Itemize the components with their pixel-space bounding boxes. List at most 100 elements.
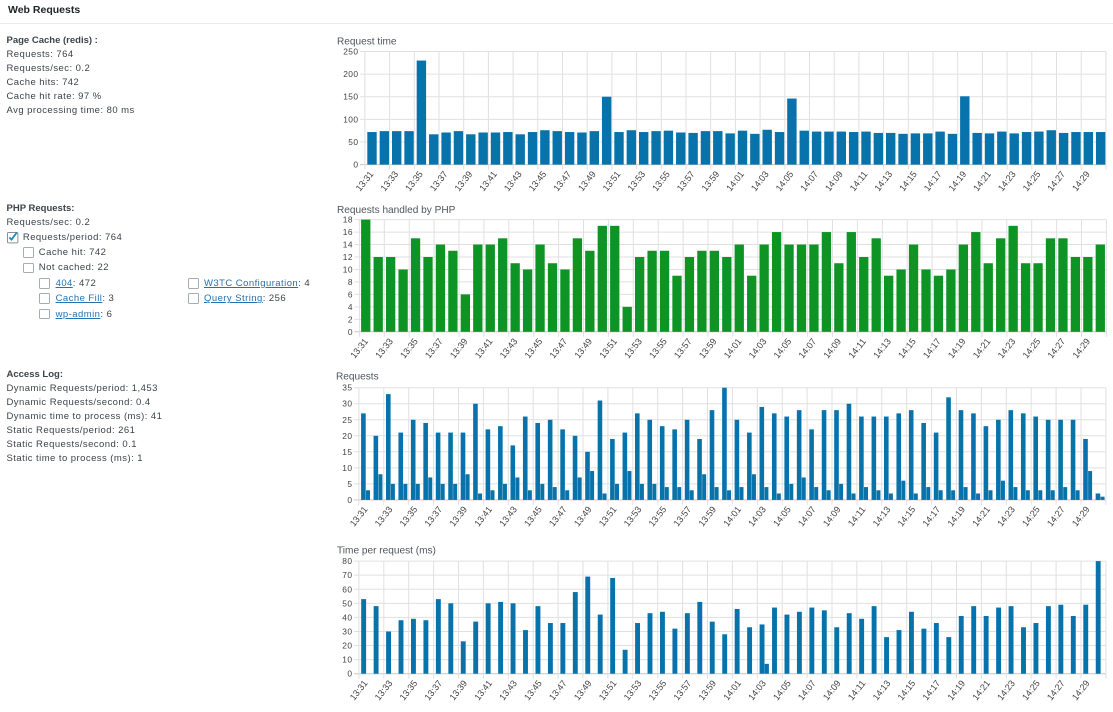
svg-text:13:57: 13:57 (672, 336, 694, 360)
svg-text:14:27: 14:27 (1046, 336, 1068, 360)
svg-text:0: 0 (348, 327, 353, 337)
svg-text:40: 40 (342, 612, 352, 622)
svg-text:13:33: 13:33 (373, 678, 395, 702)
svg-text:14:05: 14:05 (771, 505, 793, 529)
svg-text:4: 4 (348, 302, 353, 312)
svg-text:13:35: 13:35 (403, 169, 425, 193)
svg-text:13:45: 13:45 (522, 505, 544, 529)
svg-text:14:29: 14:29 (1070, 505, 1092, 529)
svg-text:13:57: 13:57 (675, 169, 697, 193)
svg-text:6: 6 (348, 289, 353, 299)
svg-text:13:33: 13:33 (373, 505, 395, 529)
svg-text:14:13: 14:13 (871, 678, 893, 702)
svg-text:20: 20 (342, 641, 352, 651)
svg-text:13:57: 13:57 (672, 678, 694, 702)
svg-text:13:43: 13:43 (497, 678, 519, 702)
svg-text:10: 10 (343, 264, 353, 274)
svg-text:13:57: 13:57 (672, 505, 694, 529)
svg-text:14:15: 14:15 (896, 505, 918, 529)
svg-text:13:41: 13:41 (473, 336, 495, 360)
svg-text:18: 18 (343, 215, 353, 225)
svg-text:13:37: 13:37 (423, 678, 445, 702)
svg-text:14:23: 14:23 (995, 678, 1017, 702)
svg-text:14:05: 14:05 (772, 336, 794, 360)
svg-text:5: 5 (347, 479, 352, 489)
svg-text:13:53: 13:53 (626, 169, 648, 193)
svg-text:14:17: 14:17 (922, 169, 944, 193)
svg-text:14:13: 14:13 (871, 336, 893, 360)
svg-text:14:05: 14:05 (771, 678, 793, 702)
svg-text:14:07: 14:07 (797, 336, 819, 360)
svg-text:Requests: Requests (336, 372, 379, 383)
svg-text:14:17: 14:17 (921, 505, 943, 529)
svg-text:80: 80 (342, 556, 352, 566)
svg-text:13:43: 13:43 (498, 336, 520, 360)
svg-text:14:03: 14:03 (746, 678, 768, 702)
svg-text:13:55: 13:55 (647, 336, 669, 360)
svg-text:14:03: 14:03 (749, 169, 771, 193)
svg-text:14:17: 14:17 (921, 678, 943, 702)
svg-text:0: 0 (347, 495, 352, 505)
svg-text:12: 12 (343, 252, 353, 262)
svg-text:50: 50 (342, 598, 352, 608)
svg-text:13:49: 13:49 (576, 169, 598, 193)
svg-text:0: 0 (353, 160, 358, 170)
svg-text:10: 10 (342, 655, 352, 665)
svg-text:13:59: 13:59 (697, 505, 719, 529)
svg-text:14:11: 14:11 (846, 678, 868, 702)
svg-text:14:09: 14:09 (822, 336, 844, 360)
svg-text:13:55: 13:55 (647, 505, 669, 529)
svg-text:13:39: 13:39 (448, 505, 470, 529)
svg-text:70: 70 (342, 570, 352, 580)
svg-text:13:35: 13:35 (398, 505, 420, 529)
svg-text:14:21: 14:21 (971, 336, 993, 360)
svg-text:14:21: 14:21 (970, 678, 992, 702)
svg-text:30: 30 (342, 399, 352, 409)
svg-text:14:13: 14:13 (871, 505, 893, 529)
svg-text:14:21: 14:21 (971, 169, 993, 193)
svg-text:13:43: 13:43 (497, 505, 519, 529)
svg-text:14:01: 14:01 (721, 505, 743, 529)
svg-text:13:59: 13:59 (697, 336, 719, 360)
svg-text:14:03: 14:03 (746, 505, 768, 529)
svg-text:13:31: 13:31 (348, 678, 370, 702)
svg-text:14:25: 14:25 (1021, 169, 1043, 193)
svg-text:10: 10 (342, 463, 352, 473)
svg-text:13:37: 13:37 (428, 169, 450, 193)
svg-text:13:51: 13:51 (597, 678, 619, 702)
svg-text:14:25: 14:25 (1020, 505, 1042, 529)
svg-text:16: 16 (343, 227, 353, 237)
svg-text:14:25: 14:25 (1020, 678, 1042, 702)
svg-text:13:45: 13:45 (523, 336, 545, 360)
svg-text:35: 35 (342, 383, 352, 393)
svg-text:13:39: 13:39 (448, 678, 470, 702)
svg-text:13:33: 13:33 (373, 336, 395, 360)
svg-text:13:47: 13:47 (548, 336, 570, 360)
svg-text:150: 150 (343, 92, 358, 102)
svg-text:14:27: 14:27 (1045, 505, 1067, 529)
svg-text:200: 200 (343, 69, 358, 79)
svg-text:14:29: 14:29 (1070, 678, 1092, 702)
svg-text:14:07: 14:07 (798, 169, 820, 193)
svg-text:50: 50 (348, 137, 358, 147)
svg-text:30: 30 (342, 626, 352, 636)
svg-text:14:27: 14:27 (1045, 678, 1067, 702)
svg-text:13:47: 13:47 (547, 678, 569, 702)
svg-text:14:19: 14:19 (947, 169, 969, 193)
svg-text:13:49: 13:49 (572, 505, 594, 529)
svg-text:13:51: 13:51 (597, 336, 619, 360)
svg-text:14:17: 14:17 (921, 336, 943, 360)
svg-text:13:39: 13:39 (448, 336, 470, 360)
svg-text:14:29: 14:29 (1071, 336, 1093, 360)
svg-text:14:09: 14:09 (821, 505, 843, 529)
svg-text:Time per request (ms): Time per request (ms) (337, 546, 436, 557)
svg-text:13:45: 13:45 (522, 678, 544, 702)
svg-text:14:23: 14:23 (996, 336, 1018, 360)
svg-text:20: 20 (342, 431, 352, 441)
svg-text:13:55: 13:55 (650, 169, 672, 193)
svg-text:14:27: 14:27 (1045, 169, 1067, 193)
svg-text:13:31: 13:31 (348, 336, 370, 360)
svg-text:13:31: 13:31 (348, 505, 370, 529)
svg-text:14:23: 14:23 (996, 169, 1018, 193)
svg-text:13:43: 13:43 (502, 169, 524, 193)
